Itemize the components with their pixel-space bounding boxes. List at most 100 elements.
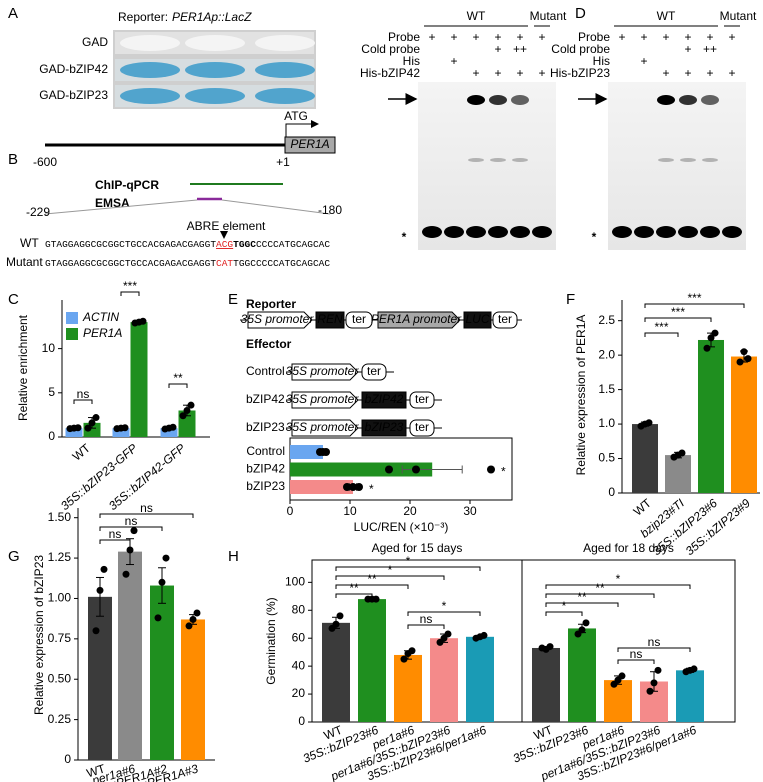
- replicate-point: [100, 565, 108, 573]
- group-title: Aged for 15 days: [372, 541, 463, 555]
- replicate-point: [193, 609, 201, 617]
- panel-letter: E: [228, 291, 238, 308]
- effector-name: bZIP42: [246, 392, 285, 406]
- y-tick-label: 0: [608, 485, 615, 499]
- free-probe-band: [532, 226, 552, 238]
- bar: [160, 428, 178, 437]
- y-tick-label: 0: [298, 714, 305, 728]
- construct-part: REN: [317, 312, 343, 326]
- free-probe-band: [444, 226, 464, 238]
- y-axis-title: Relative expression of PER1A: [574, 315, 588, 476]
- effector-name: Control: [246, 364, 285, 378]
- y-tick-label: 100: [285, 575, 305, 589]
- reporter-title: Reporter: PER1Ap::LacZ: [118, 10, 252, 24]
- mutant-label: Mutant: [6, 255, 43, 269]
- shifted-band: [701, 95, 719, 105]
- replicate-point: [179, 412, 187, 420]
- replicate-point: [154, 614, 162, 622]
- faint-band: [680, 158, 696, 162]
- replicate-point: [322, 448, 330, 456]
- lane-sign: +: [516, 66, 523, 80]
- replicate-point: [343, 483, 351, 491]
- replicate-point: [744, 355, 752, 363]
- construct-ter: [409, 419, 435, 437]
- lane-sign: +: [450, 54, 457, 68]
- shifted-band: [657, 95, 675, 105]
- lane-sign: ++: [703, 42, 717, 56]
- significance-bracket: [335, 575, 445, 580]
- tss-label: +1: [276, 155, 290, 169]
- lane-sign: +: [684, 66, 691, 80]
- construct-ter: [345, 311, 373, 329]
- significance-bracket: [335, 584, 409, 589]
- y-tick-label: 0: [48, 429, 55, 443]
- construct-part: 35S promoter: [241, 312, 315, 326]
- significance-bracket: [120, 291, 140, 296]
- bar: [568, 628, 596, 722]
- free-probe-band: [700, 226, 720, 238]
- y-tick-label: bZIP42: [246, 462, 285, 476]
- y-axis-title: Relative expression of bZIP23: [32, 555, 46, 715]
- legend-swatch: [66, 312, 78, 324]
- significance-label: ns: [140, 501, 153, 515]
- row-label: His: [403, 54, 420, 68]
- construct-part: 35S promoter: [286, 364, 360, 378]
- significance-bracket: [335, 566, 481, 571]
- replicate-point: [707, 334, 715, 342]
- replicate-point: [158, 578, 166, 586]
- significance-label: ns: [77, 387, 90, 401]
- x-tick-label: 10: [343, 504, 357, 518]
- replicate-point: [444, 630, 452, 638]
- bar: [676, 670, 704, 722]
- replicate-point: [74, 424, 82, 432]
- shifted-band: [467, 95, 485, 105]
- significance-label: **: [349, 581, 359, 595]
- bar: [430, 638, 458, 722]
- replicate-point: [372, 595, 380, 603]
- significance-label: ***: [123, 279, 137, 293]
- panel-letter: G: [8, 548, 20, 565]
- significance-label: **: [367, 572, 377, 586]
- significance-label: ***: [671, 305, 685, 319]
- element-label: ABRE element: [187, 219, 266, 233]
- construct-arrow: [291, 363, 359, 381]
- construct-part: LUC: [465, 312, 489, 326]
- free-probe-band: [466, 226, 486, 238]
- construct-arrow: [247, 311, 313, 329]
- bar: [130, 322, 148, 437]
- bar: [118, 551, 142, 760]
- x-tick-label: WT: [70, 441, 94, 464]
- significance-bracket: [168, 383, 188, 388]
- faint-band: [702, 158, 718, 162]
- y-tick-label: 2.5: [598, 313, 615, 327]
- x-tick-label: 0: [287, 504, 294, 518]
- panel-letter: D: [575, 5, 586, 22]
- replicate-point: [96, 586, 104, 594]
- replicate-point: [711, 329, 719, 337]
- y-tick-label: 0.50: [48, 671, 72, 685]
- lane-sign: +: [706, 66, 713, 80]
- construct-box: [463, 311, 492, 329]
- y-tick-label: 0.75: [48, 631, 72, 645]
- shifted-band: [489, 95, 507, 105]
- replicate-point: [355, 483, 363, 491]
- replicate-point: [187, 401, 195, 409]
- bar: [322, 622, 350, 722]
- significance-label: *: [369, 482, 374, 496]
- x-tick-label: 20: [403, 504, 417, 518]
- significance-label: ns: [630, 647, 643, 661]
- construct-ter: [361, 363, 387, 381]
- significance-bracket: [545, 584, 691, 589]
- lane-sign: +: [706, 30, 713, 44]
- chip-label: ChIP-qPCR: [95, 178, 159, 192]
- significance-bracket: [335, 593, 373, 598]
- mutant-group: Mutant: [530, 9, 567, 23]
- free-probe-band: [510, 226, 530, 238]
- replicate-point: [185, 622, 193, 630]
- significance-bracket: [644, 303, 745, 308]
- yeast-spot: [185, 88, 245, 104]
- y-tick-label: 60: [292, 630, 306, 644]
- lane-sign: +: [618, 30, 625, 44]
- faint-band: [468, 158, 484, 162]
- significance-label: ns: [420, 612, 433, 626]
